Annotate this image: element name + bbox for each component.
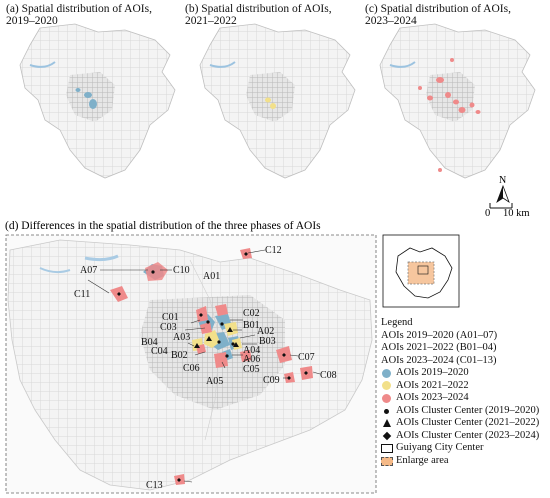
- panel-b-title: (b) Spatial distribution of AOIs, 2021–2…: [185, 3, 332, 27]
- label-A03: A03: [173, 332, 190, 343]
- cluster-centers: [117, 252, 308, 482]
- triangle-icon: [381, 417, 393, 429]
- legend-item-city-center: Guiyang City Center: [381, 442, 539, 455]
- legend-line-c: AOIs 2023–2024 (C01–13): [381, 354, 497, 366]
- legend: Legend AOIs 2019–2020 (A01–07) AOIs 2021…: [381, 317, 539, 467]
- panel-d-map: [7, 239, 373, 491]
- label-B01: B01: [243, 320, 260, 331]
- panel-a-map: [19, 23, 176, 179]
- label-C11: C11: [74, 289, 90, 300]
- aoi-b-blob-2: [270, 103, 276, 109]
- label-B03: B03: [259, 336, 276, 347]
- legend-item-aoi-2019: AOIs 2019–2020: [381, 367, 539, 380]
- label-C10: C10: [173, 265, 190, 276]
- inset-map: [395, 247, 453, 299]
- panel-c-title: (c) Spatial distribution of AOIs, 2023–2…: [365, 3, 511, 27]
- aoi-b-blob-1: [265, 97, 271, 103]
- label-A06: A06: [243, 354, 260, 365]
- label-A02: A02: [257, 326, 274, 337]
- label-C05: C05: [243, 364, 260, 375]
- label-C01: C01: [162, 312, 179, 323]
- label-C06: C06: [183, 363, 200, 374]
- label-A07: A07: [80, 265, 97, 276]
- north-arrow-icon: [496, 184, 510, 204]
- north-label: N: [499, 175, 506, 186]
- legend-item-center-2019: AOIs Cluster Center (2019–2020): [381, 405, 539, 418]
- aoi-a-blob-3: [75, 88, 81, 92]
- aoi-a-blob-2: [89, 99, 97, 109]
- legend-line-b: AOIs 2021–2022 (B01–04): [381, 342, 497, 353]
- panel-c-map: [379, 23, 536, 179]
- legend-line-a: AOIs 2019–2020 (A01–07): [381, 329, 498, 341]
- label-A04: A04: [243, 345, 260, 356]
- legend-heading: Legend: [381, 317, 413, 328]
- label-A01: A01: [203, 271, 220, 282]
- label-C09: C09: [263, 375, 280, 386]
- aoi-a-blob-1: [84, 92, 92, 98]
- label-A05: A05: [206, 376, 223, 387]
- label-C07: C07: [298, 352, 315, 363]
- scale-zero: 0: [485, 208, 490, 219]
- label-C12: C12: [265, 245, 282, 256]
- label-B04: B04: [141, 337, 158, 348]
- label-C03: C03: [160, 322, 177, 333]
- leader-lines: [87, 249, 321, 483]
- label-C02: C02: [243, 308, 260, 319]
- label-B02: B02: [171, 350, 188, 361]
- dot-icon: [381, 405, 393, 417]
- legend-item-center-2021: AOIs Cluster Center (2021–2022): [381, 417, 539, 430]
- legend-item-enlarge-area: Enlarge area: [381, 455, 539, 468]
- panel-a-title: (a) Spatial distribution of AOIs, 2019–2…: [6, 3, 152, 27]
- legend-item-aoi-2023: AOIs 2023–2024: [381, 392, 539, 405]
- label-C13: C13: [146, 480, 163, 491]
- label-C08: C08: [320, 370, 337, 381]
- panel-b-map: [199, 23, 356, 179]
- scale-bar: [489, 203, 513, 209]
- legend-item-center-2023: AOIs Cluster Center (2023–2024): [381, 430, 539, 443]
- dashed-rect-icon: [381, 455, 393, 467]
- scale-value: 10 km: [503, 208, 530, 219]
- rect-icon: [381, 442, 393, 454]
- panel-d-title: (d) Differences in the spatial distribut…: [5, 220, 321, 232]
- diamond-icon: [381, 430, 393, 442]
- legend-item-aoi-2021: AOIs 2021–2022: [381, 380, 539, 393]
- label-C04: C04: [151, 346, 168, 357]
